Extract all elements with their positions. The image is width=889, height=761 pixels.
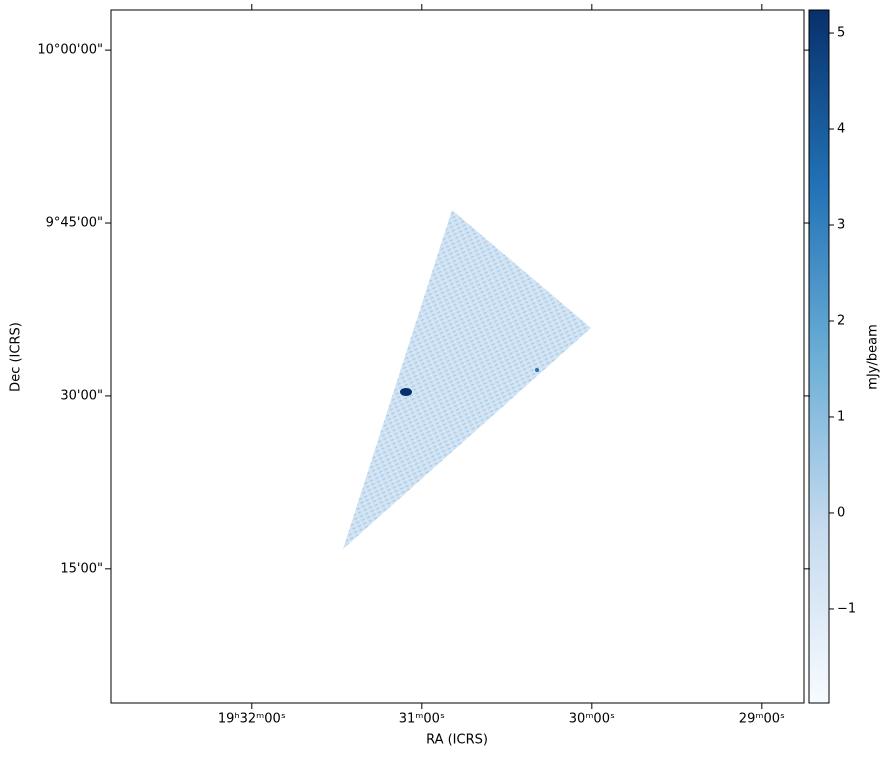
colorbar-tick-label: 2 (837, 313, 845, 328)
y-tick-label: 30'00" (60, 388, 103, 403)
source (535, 368, 539, 372)
y-tick-label: 15'00" (60, 561, 103, 576)
colorbar (808, 9, 830, 704)
x-axis-label: RA (ICRS) (426, 733, 488, 748)
colorbar-label: mJy/beam (866, 324, 881, 389)
image-footprint (343, 210, 591, 549)
x-tick-label: 29ᵐ00ˢ (739, 712, 785, 727)
colorbar-tick-label: 4 (837, 122, 845, 137)
colorbar-tick-label: 1 (837, 409, 845, 424)
x-tick-label: 30ᵐ00ˢ (569, 712, 615, 727)
source (400, 388, 412, 396)
x-tick-label: 19ʰ32ᵐ00ˢ (218, 712, 286, 727)
y-axis-label: Dec (ICRS) (9, 322, 24, 392)
colorbar-tick-label: 3 (837, 218, 845, 233)
colorbar-tick-label: −1 (837, 601, 856, 616)
y-tick-label: 9°45'00" (46, 216, 103, 231)
y-tick-label: 10°00'00" (37, 43, 103, 58)
colorbar-tick-label: 0 (837, 505, 845, 520)
x-tick-label: 31ᵐ00ˢ (399, 712, 445, 727)
colorbar-tick-label: 5 (837, 26, 845, 41)
